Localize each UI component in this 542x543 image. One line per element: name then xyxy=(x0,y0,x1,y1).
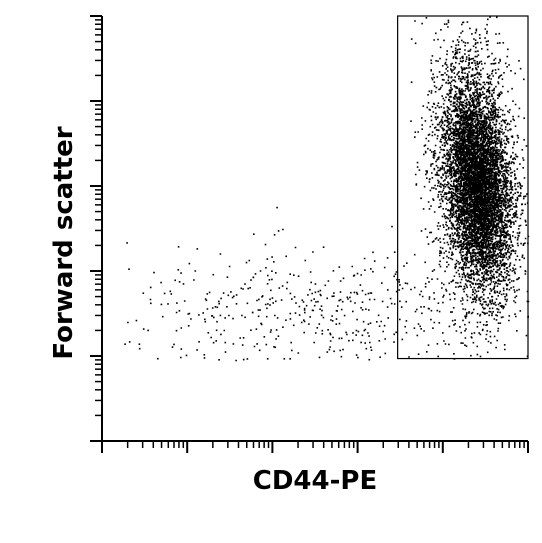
scatter-points xyxy=(124,16,530,362)
gate-box xyxy=(397,15,529,360)
y-axis-label: Forward scatter xyxy=(49,126,79,360)
gate-rectangle xyxy=(397,15,529,360)
axes xyxy=(90,15,529,453)
x-axis-label: CD44-PE xyxy=(252,466,378,496)
event-dots xyxy=(124,16,530,362)
